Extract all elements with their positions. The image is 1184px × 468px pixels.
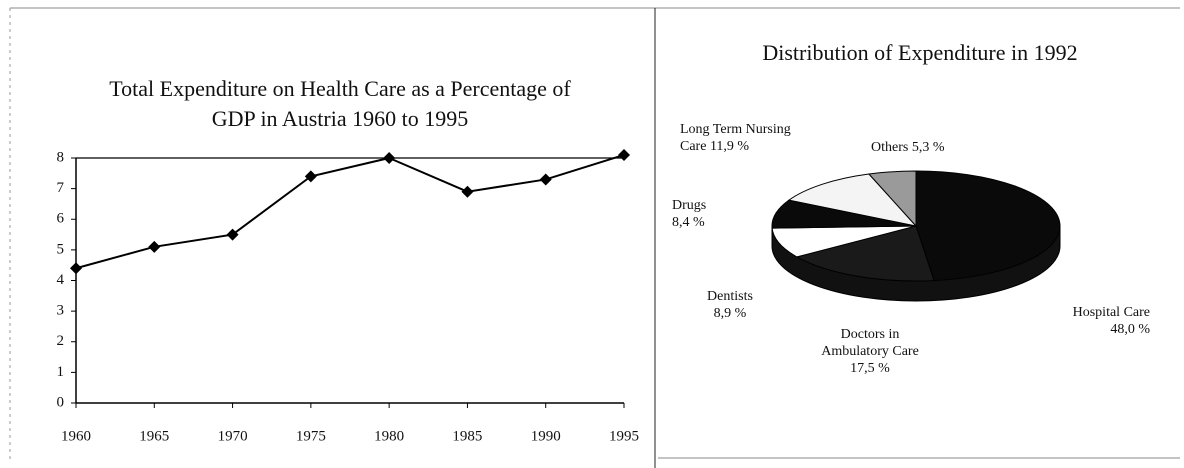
pie-slice [771, 225, 917, 258]
x-tick-label: 1965 [139, 428, 169, 444]
pie-category: Long Term Nursing Care [680, 122, 791, 154]
y-tick-label: 7 [57, 180, 65, 196]
x-tick-label: 1980 [374, 428, 404, 444]
pie-category: Hospital Care [1072, 305, 1150, 320]
point [70, 262, 82, 275]
point [226, 228, 239, 241]
pie-label: Drugs 8,4 % [672, 197, 706, 231]
point [461, 185, 474, 198]
point [383, 152, 396, 164]
pie-label: Hospital Care 48,0 % [1040, 304, 1150, 338]
x-tick-label: 1975 [296, 428, 326, 444]
y-tick-label: 6 [57, 211, 65, 227]
pie-category: Doctors in Ambulatory Care [821, 327, 919, 359]
point [539, 173, 552, 186]
y-tick-label: 2 [57, 333, 65, 349]
pie-label: Doctors in Ambulatory Care 17,5 % [820, 326, 920, 377]
pie-value-label: 5,3 % [911, 140, 945, 155]
x-tick-label: 1995 [609, 428, 639, 444]
pie-value-label: 8,9 % [713, 306, 747, 321]
pie-value-label: 48,0 % [1110, 322, 1150, 337]
point [618, 148, 630, 161]
y-tick-label: 1 [57, 364, 65, 380]
x-tick-label: 1990 [531, 428, 561, 444]
pie-value-label: 8,4 % [672, 215, 705, 230]
x-tick-label: 1960 [61, 428, 91, 444]
pie-category: Drugs [672, 198, 707, 213]
pie-slice [795, 225, 935, 282]
pie-slice [915, 170, 1061, 282]
pie-slice [787, 173, 918, 227]
pie-label: Long Term Nursing Care 11,9 % [680, 121, 815, 155]
point [148, 240, 161, 253]
pie-title: Distribution of Expenditure in 1992 [762, 40, 1078, 65]
pie-category: Dentists [707, 289, 753, 304]
pie-category: Others [871, 140, 909, 155]
x-tick-label: 1985 [452, 428, 482, 444]
y-tick-label: 4 [57, 272, 65, 288]
pie-value-label: 11,9 % [709, 139, 750, 154]
pie-value-label: 17,5 % [850, 361, 890, 376]
x-tick-label: 1970 [218, 428, 248, 444]
y-tick-label: 5 [57, 241, 65, 257]
line-series [75, 153, 625, 270]
y-tick-label: 8 [57, 149, 65, 165]
point [304, 170, 317, 183]
pie-label: Others 5,3 % [871, 139, 945, 156]
line-title: Total Expenditure on Health Care as a Pe… [109, 76, 571, 131]
pie-label: Dentists 8,9 % [690, 288, 770, 322]
y-tick-label: 0 [57, 394, 65, 410]
y-tick-label: 3 [57, 303, 65, 319]
pie-slice [867, 170, 917, 228]
